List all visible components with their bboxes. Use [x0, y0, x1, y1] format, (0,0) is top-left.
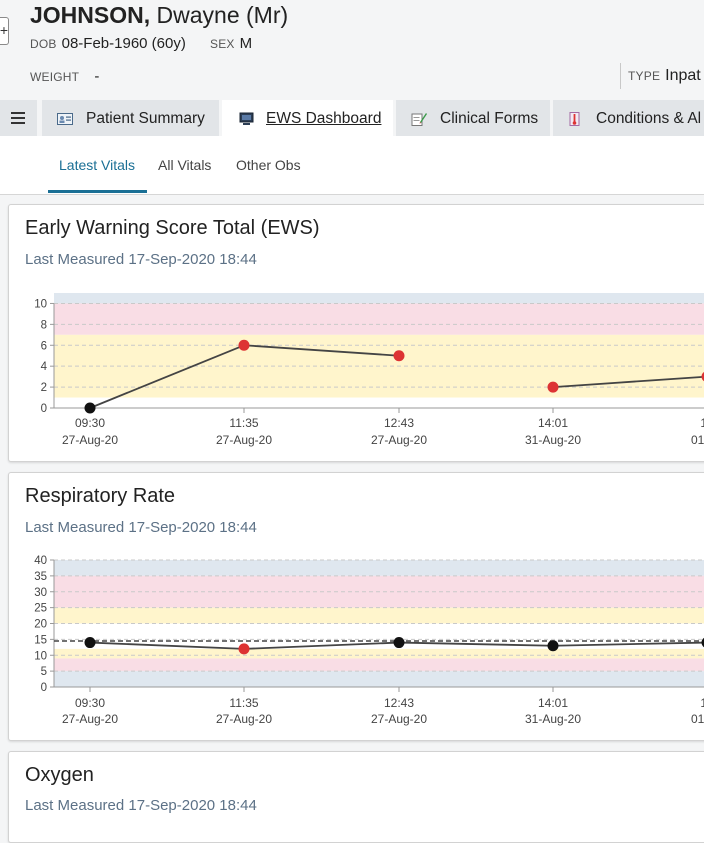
dob-value: 08-Feb-1960 (60y)	[62, 35, 186, 52]
data-point	[85, 637, 96, 648]
x-tick-time: 10	[700, 416, 704, 430]
patient-given-name: Dwayne (Mr)	[157, 2, 289, 28]
thermometer-icon	[567, 112, 583, 126]
dob-label: DOB	[30, 37, 57, 51]
sex-value: M	[240, 35, 253, 52]
y-tick-label: 0	[41, 403, 47, 415]
y-tick-label: 8	[41, 319, 47, 331]
y-tick-label: 35	[34, 571, 47, 583]
tab-conditions-allergies[interactable]: Conditions & Al	[553, 100, 704, 136]
main-tabbar: Patient Summary EWS Dashboard Clinical F…	[0, 100, 704, 136]
patient-banner: + JOHNSON, Dwayne (Mr) DOB 08-Feb-1960 (6…	[0, 0, 704, 100]
y-tick-label: 2	[41, 382, 47, 394]
band-yellow	[54, 649, 704, 659]
ews-chart: 0 2 4 6 8 10 09:30 27-Aug-20 11:35 27-Aug-20 12:43…	[9, 205, 704, 461]
tab-label: Patient Summary	[86, 100, 205, 138]
respiratory-rate-card: Respiratory Rate Last Measured 17-Sep-20…	[8, 472, 704, 741]
tab-label: EWS Dashboard	[266, 100, 381, 138]
vitals-subtabs: Latest Vitals All Vitals Other Obs	[0, 136, 704, 195]
x-tick-time: 12:43	[384, 416, 414, 430]
oxygen-card: Oxygen Last Measured 17-Sep-2020 18:44	[8, 751, 704, 843]
x-tick-time: 11:35	[229, 416, 258, 430]
band-yellow	[54, 608, 704, 624]
subtab-latest-vitals[interactable]: Latest Vitals	[59, 157, 135, 173]
y-tick-label: 0	[41, 682, 47, 694]
y-tick-label: 10	[34, 650, 47, 662]
x-tick-time: 09:30	[75, 416, 105, 430]
x-tick-time: 14:01	[538, 416, 568, 430]
x-tick-date: 27-Aug-20	[62, 712, 118, 726]
y-tick-label: 25	[34, 603, 47, 615]
expand-plus-icon[interactable]: +	[0, 17, 9, 45]
y-tick-label: 4	[41, 361, 48, 373]
x-tick-date: 27-Aug-20	[216, 712, 272, 726]
y-tick-label: 10	[34, 298, 47, 310]
x-tick-date: 27-Aug-20	[371, 712, 427, 726]
hamburger-menu-icon[interactable]	[0, 100, 37, 136]
band-pink	[54, 658, 704, 671]
x-tick-date: 27-Aug-20	[62, 433, 118, 447]
patient-card-icon	[57, 112, 73, 126]
data-point	[239, 340, 250, 351]
patient-demographics: DOB 08-Feb-1960 (60y) SEX M	[30, 35, 272, 52]
type-label: TYPE	[628, 69, 660, 83]
x-tick-date: 01-Se	[691, 433, 704, 447]
y-tick-label: 20	[34, 619, 47, 631]
subtab-other-obs[interactable]: Other Obs	[236, 157, 301, 173]
data-point	[394, 637, 405, 648]
tab-ews-dashboard[interactable]: EWS Dashboard	[222, 100, 393, 136]
x-tick-date: 01-Se	[691, 712, 704, 726]
weight-value: -	[94, 68, 99, 85]
x-tick-time: 12:43	[384, 696, 414, 710]
card-title: Oxygen	[25, 764, 94, 787]
x-tick-date: 31-Aug-20	[525, 433, 581, 447]
form-pencil-icon	[411, 112, 427, 126]
y-tick-label: 40	[34, 555, 47, 567]
band-blue	[54, 671, 704, 687]
y-tick-label: 6	[41, 340, 47, 352]
x-tick-date: 27-Aug-20	[371, 433, 427, 447]
tab-patient-summary[interactable]: Patient Summary	[42, 100, 219, 136]
encounter-type: TYPE Inpat	[628, 67, 701, 85]
respiratory-rate-chart: 0 5 10 15 20 25 30 35 40 09:30 27-Aug-20 11:35 27-Au…	[9, 473, 704, 740]
active-subtab-indicator	[48, 190, 147, 193]
tab-clinical-forms[interactable]: Clinical Forms	[396, 100, 550, 136]
band-blue	[54, 560, 704, 576]
x-tick-time: 10	[700, 696, 704, 710]
y-tick-label: 15	[34, 634, 47, 646]
data-point	[239, 643, 250, 654]
patient-name: JOHNSON, Dwayne (Mr)	[30, 2, 288, 29]
sex-label: SEX	[210, 37, 235, 51]
data-point	[394, 350, 405, 361]
tab-label: Conditions & Al	[596, 100, 701, 138]
data-point	[85, 403, 96, 414]
weight-row: WEIGHT -	[30, 68, 99, 85]
ews-total-card: Early Warning Score Total (EWS) Last Mea…	[8, 204, 704, 462]
patient-surname: JOHNSON,	[30, 2, 150, 28]
data-point	[548, 382, 559, 393]
x-tick-date: 31-Aug-20	[525, 712, 581, 726]
tab-label: Clinical Forms	[440, 100, 538, 138]
x-tick-time: 11:35	[229, 696, 258, 710]
x-tick-time: 09:30	[75, 696, 105, 710]
x-tick-date: 27-Aug-20	[216, 433, 272, 447]
header-divider	[620, 63, 621, 89]
card-last-measured: Last Measured 17-Sep-2020 18:44	[25, 797, 257, 814]
data-point	[548, 640, 559, 651]
y-tick-label: 5	[41, 666, 47, 678]
subtab-all-vitals[interactable]: All Vitals	[158, 157, 211, 173]
weight-label: WEIGHT	[30, 70, 79, 84]
y-tick-label: 30	[34, 587, 47, 599]
band-blue	[54, 293, 704, 303]
x-tick-time: 14:01	[538, 696, 568, 710]
type-value: Inpat	[665, 67, 701, 84]
band-pink	[54, 303, 704, 334]
monitor-icon	[239, 112, 255, 126]
